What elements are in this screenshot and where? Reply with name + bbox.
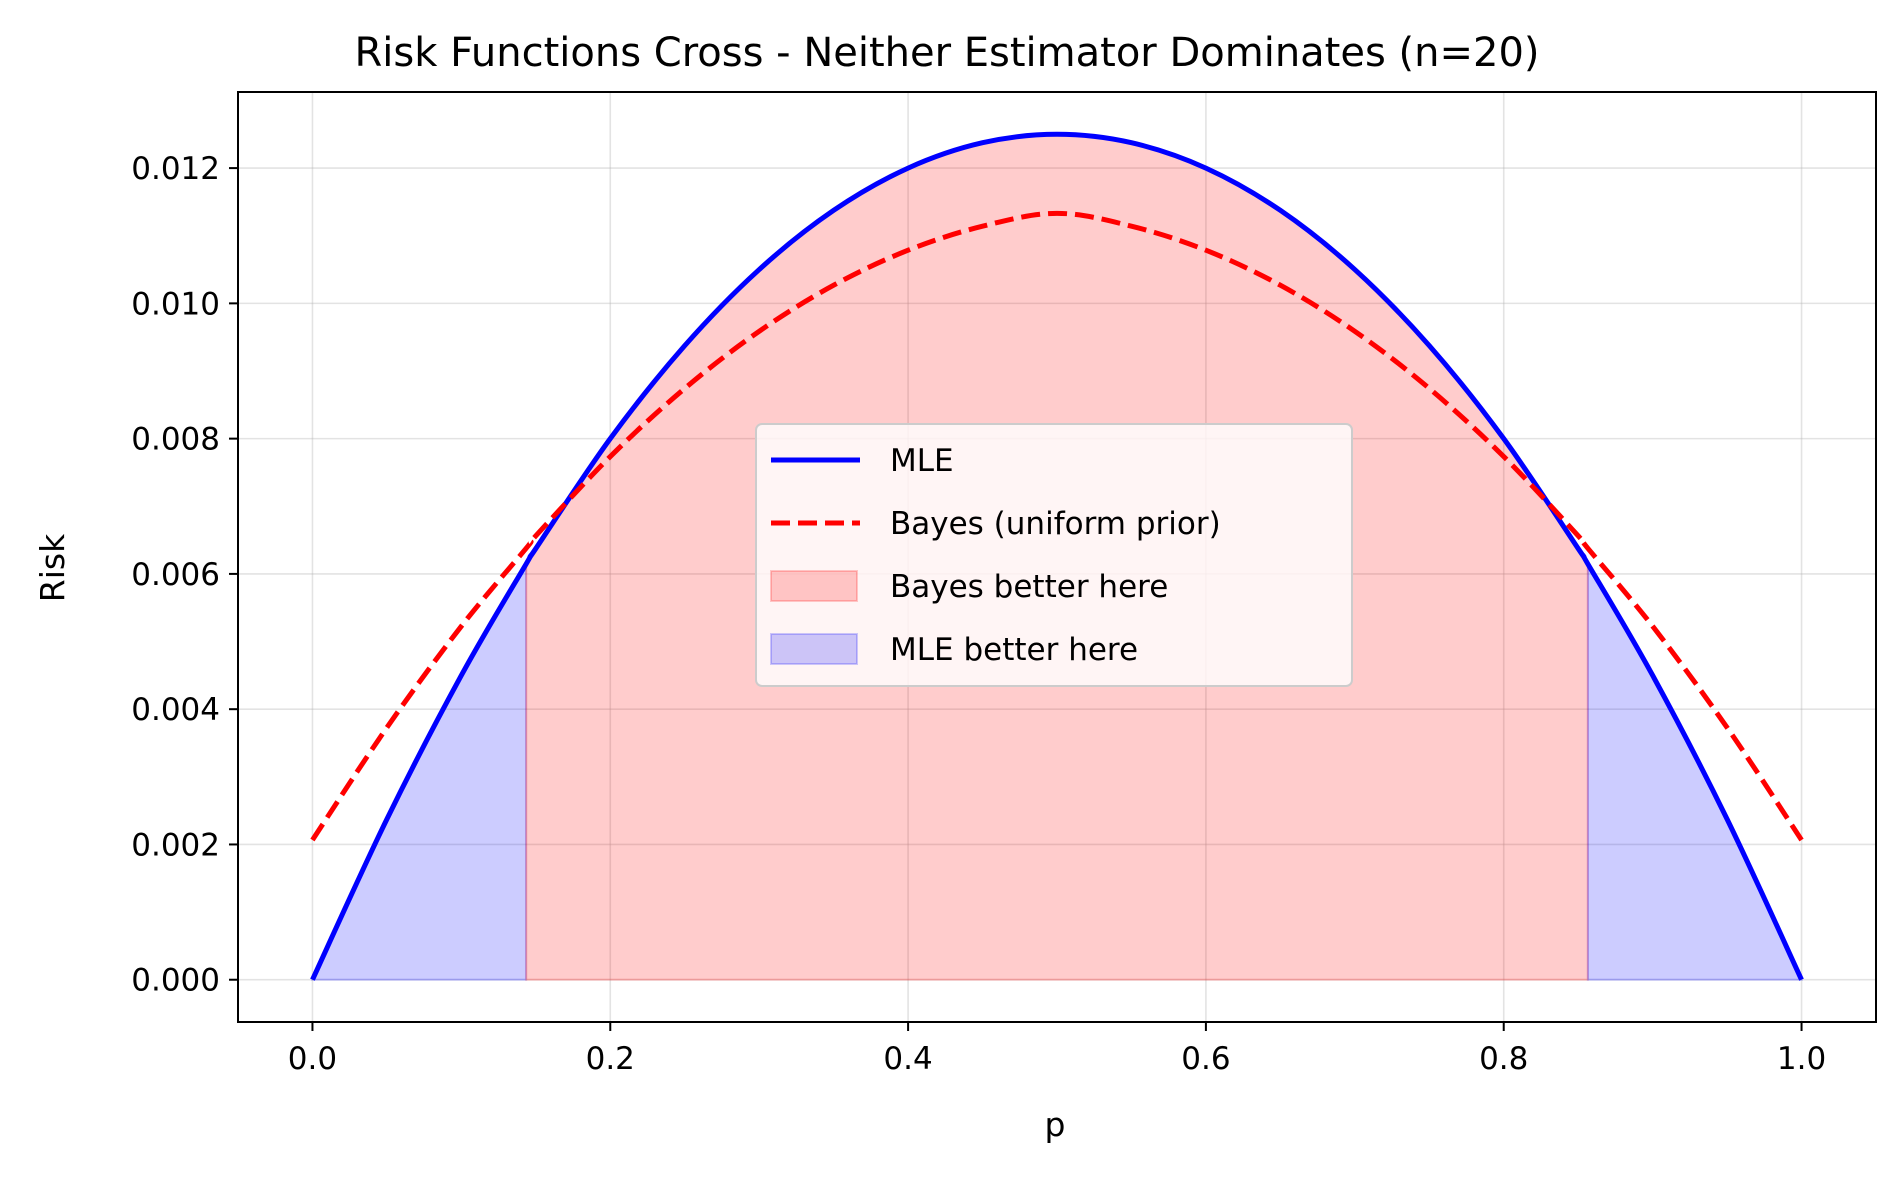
x-tick-label: 0.4 [883,1041,932,1077]
y-axis-label: Risk [33,533,72,602]
tick-layer: 0.0 0.2 0.4 0.6 0.8 1.0 0.000 0.002 0.004 0.006 0.… [131,151,1826,1077]
legend-label-bayes-better-here: Bayes better here [890,569,1168,605]
chart-title: Risk Functions Cross - Neither Estimator… [354,30,1539,76]
x-axis-label: p [1045,1105,1066,1144]
y-tick-label: 0.006 [131,557,220,593]
x-tick-label: 0.6 [1181,1041,1230,1077]
series-bayes-uniform-prior-line [310,210,1804,842]
legend-swatch-mle-better-here [770,633,858,665]
x-tick-label: 0.2 [586,1041,635,1077]
y-tick-label: 0.012 [131,151,220,187]
series-mle-line [310,131,1804,981]
legend-box [755,423,1353,687]
x-tick-label: 1.0 [1777,1041,1826,1077]
y-tick-label: 0.002 [131,827,220,863]
y-tick-label: 0.000 [131,963,220,999]
y-tick-label: 0.008 [131,422,220,458]
x-tick-label: 0.0 [288,1041,337,1077]
series-layer [310,131,1804,981]
legend-label-mle-better-here: MLE better here [890,632,1138,668]
legend-swatch-bayes-better-here [770,570,858,602]
x-tick-label: 0.8 [1479,1041,1528,1077]
y-tick-label: 0.010 [131,286,220,322]
plot-frame [237,91,1877,1023]
y-tick-label: 0.004 [131,692,220,728]
legend-label-mle: MLE [890,443,954,479]
legend-label-bayes-uniform-prior: Bayes (uniform prior) [890,506,1221,542]
legend: MLE Bayes (uniform prior) Bayes better her… [755,423,1353,687]
